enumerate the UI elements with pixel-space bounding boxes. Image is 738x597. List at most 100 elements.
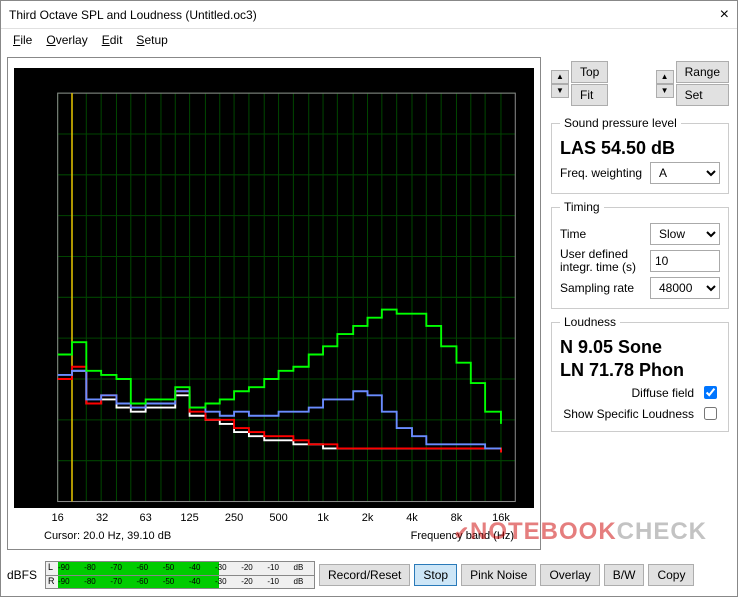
bw-button[interactable]: B/W [604,564,645,586]
copy-button[interactable]: Copy [648,564,694,586]
show-specific-checkbox[interactable] [704,407,717,420]
sr-label: Sampling rate [560,281,644,295]
meter-tick: -90 [58,563,70,572]
svg-text:80.0: 80.0 [29,170,51,182]
spl-value: LAS 54.50 dB [560,138,720,159]
svg-text:90.0: 90.0 [29,129,51,141]
svg-text:T: T [519,123,526,134]
timing-section: Timing Time Slow User defined integr. ti… [551,200,729,309]
svg-text:10.0: 10.0 [29,456,51,468]
meter-tick: -90 [58,577,70,586]
record-button[interactable]: Record/Reset [319,564,410,586]
meter-tick: dB [294,577,304,586]
svg-text:70.0: 70.0 [29,211,51,223]
meter-tick: -80 [84,563,96,572]
meter-tick: -10 [267,577,279,586]
meter-tick: -40 [189,577,201,586]
sr-select[interactable]: 48000 [650,277,720,299]
meter-tick: dB [294,563,304,572]
x-tick: 32 [96,512,108,524]
integr-label: User defined integr. time (s) [560,248,644,274]
loudness-legend: Loudness [560,315,620,329]
svg-text:30.0: 30.0 [29,374,51,386]
level-meter: L -90 -80 -70 -60 -50 -40 -30 -20 -10 dB R -90 -80… [45,561,315,589]
freq-weighting-select[interactable]: A [650,162,720,184]
meter-tick: -30 [215,577,227,586]
diffuse-checkbox[interactable] [704,386,717,399]
x-tick: 125 [180,512,198,524]
x-tick: 16 [52,512,64,524]
menu-setup[interactable]: Setup [130,31,173,49]
diffuse-label: Diffuse field [632,386,694,400]
menu-file[interactable]: File [7,31,38,49]
loudness-section: Loudness N 9.05 Sone LN 71.78 Phon Diffu… [551,315,729,432]
menubar: File Overlay Edit Setup [1,29,737,51]
set-button[interactable]: Set [676,84,729,106]
meter-tick: -80 [84,577,96,586]
svg-text:60.0: 60.0 [29,252,51,264]
chart-plot[interactable]: 10.0 20.0 30.0 40.0 50.0 60.0 70.0 80.0 90.0 100.… [14,68,534,508]
svg-text:R: R [519,110,527,121]
x-tick: 16k [492,512,510,524]
loudness-ln: LN 71.78 Phon [560,360,720,381]
dbfs-label: dBFS [7,568,37,582]
top-button[interactable]: Top [571,61,608,83]
time-label: Time [560,227,644,241]
spl-section: Sound pressure level LAS 54.50 dB Freq. … [551,116,729,194]
cursor-readout: Cursor: 20.0 Hz, 39.10 dB [44,530,171,542]
meter-tick: -60 [137,577,149,586]
freq-weighting-label: Freq. weighting [560,166,644,180]
x-axis-label: Frequency band (Hz) [411,530,514,542]
chart-panel: 10.0 20.0 30.0 40.0 50.0 60.0 70.0 80.0 90.0 100.… [7,57,541,550]
meter-r-label: R [48,576,55,586]
timing-legend: Timing [560,200,604,214]
stop-button[interactable]: Stop [414,564,457,586]
x-tick: 250 [225,512,243,524]
plot-svg: 10.0 20.0 30.0 40.0 50.0 60.0 70.0 80.0 90.0 100.… [14,68,534,508]
svg-text:100.0: 100.0 [23,88,52,100]
meter-tick: -20 [241,577,253,586]
range-button[interactable]: Range [676,61,729,83]
x-tick: 500 [269,512,287,524]
x-tick: 8k [451,512,463,524]
menu-overlay[interactable]: Overlay [40,31,93,49]
top-down-icon[interactable]: ▼ [551,84,569,98]
integr-input[interactable] [650,250,720,272]
x-tick: 1k [317,512,329,524]
meter-tick: -50 [163,577,175,586]
window-title: Third Octave SPL and Loudness (Untitled.… [9,8,257,22]
meter-tick: -70 [110,577,122,586]
range-up-icon[interactable]: ▲ [656,70,674,84]
menu-edit[interactable]: Edit [96,31,129,49]
svg-text:40.0: 40.0 [29,333,51,345]
svg-text:20.0: 20.0 [29,415,51,427]
spl-legend: Sound pressure level [560,116,681,130]
show-specific-label: Show Specific Loudness [563,407,694,421]
meter-tick: -70 [110,563,122,572]
bottom-bar: dBFS L -90 -80 -70 -60 -50 -40 -30 -20 -10 dB R -… [7,560,731,590]
range-down-icon[interactable]: ▼ [656,84,674,98]
x-tick: 2k [362,512,374,524]
meter-tick: -40 [189,563,201,572]
meter-tick: -10 [267,563,279,572]
meter-tick: -20 [241,563,253,572]
top-up-icon[interactable]: ▲ [551,70,569,84]
titlebar: Third Octave SPL and Loudness (Untitled.… [1,1,737,29]
svg-text:dB: dB [66,76,80,88]
meter-tick: -50 [163,563,175,572]
side-panel: ▲ ▼ Top Fit ▲ ▼ Range Set Sou [541,57,731,550]
close-icon[interactable]: × [720,6,729,24]
fit-button[interactable]: Fit [571,84,608,106]
time-select[interactable]: Slow [650,223,720,245]
x-tick: 4k [406,512,418,524]
overlay-button[interactable]: Overlay [540,564,599,586]
svg-text:A: A [519,98,526,109]
meter-l-label: L [48,562,53,572]
loudness-n: N 9.05 Sone [560,337,720,358]
x-tick: 63 [140,512,152,524]
pink-noise-button[interactable]: Pink Noise [461,564,536,586]
svg-text:A: A [519,135,526,146]
svg-text:50.0: 50.0 [29,292,51,304]
svg-text:Third octave SPL: Third octave SPL [226,74,322,88]
meter-tick: -60 [137,563,149,572]
